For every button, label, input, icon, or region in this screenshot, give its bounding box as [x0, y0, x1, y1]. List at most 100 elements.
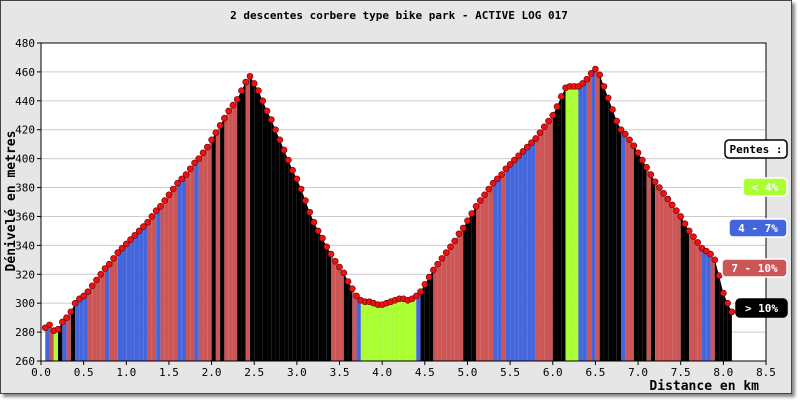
x-axis-label: Distance en km	[649, 379, 759, 393]
slope-segment	[621, 129, 626, 361]
slope-segment	[186, 168, 191, 361]
y-tick-label: 460	[15, 66, 35, 79]
slope-segment	[245, 76, 250, 361]
y-tick-label: 440	[15, 95, 35, 108]
x-tick-label: 7.0	[628, 366, 648, 379]
slope-segment	[518, 151, 523, 361]
slope-segment	[476, 200, 481, 361]
slope-segment	[288, 160, 293, 361]
slope-segment	[420, 284, 425, 361]
slope-segment	[403, 298, 408, 361]
slope-segment	[595, 69, 600, 361]
slope-segment	[207, 139, 212, 361]
legend-swatch	[721, 258, 788, 278]
elevation-point	[651, 178, 659, 186]
x-tick-label: 5.0	[458, 366, 478, 379]
elevation-point	[178, 175, 186, 183]
elevation-point	[255, 87, 262, 94]
elevation-point	[434, 260, 441, 268]
elevation-point	[694, 239, 702, 246]
slope-segment	[318, 230, 323, 361]
elevation-point	[557, 93, 565, 100]
elevation-point	[212, 129, 220, 136]
elevation-point	[511, 156, 518, 164]
legend-swatch	[728, 218, 788, 238]
slope-segment	[429, 269, 434, 361]
x-tick-label: 4.5	[415, 366, 435, 379]
y-tick-label: 480	[15, 37, 35, 50]
slope-segment	[471, 206, 476, 361]
elevation-point	[485, 185, 493, 193]
slope-segment	[557, 96, 562, 362]
elevation-point	[174, 179, 181, 187]
elevation-point	[476, 197, 484, 204]
slope-segment	[638, 152, 643, 361]
x-tick-label: 0.0	[31, 366, 51, 379]
slope-segment	[382, 303, 387, 361]
slope-segment	[156, 206, 161, 361]
slope-segment	[147, 216, 152, 361]
elevation-point	[306, 208, 313, 216]
elevation-point	[319, 234, 326, 242]
elevation-point	[447, 243, 454, 251]
slope-segment	[373, 303, 378, 361]
elevation-point	[707, 250, 714, 258]
slope-segment	[625, 134, 630, 361]
slope-segment	[360, 300, 366, 361]
x-tick-label: 8.0	[713, 366, 733, 379]
elevation-point	[216, 122, 224, 129]
elevation-point	[600, 83, 608, 90]
slope-segment	[710, 254, 715, 361]
elevation-point	[643, 164, 650, 171]
elevation-point	[280, 146, 288, 154]
elevation-point	[93, 276, 100, 284]
slope-segment	[488, 183, 494, 361]
slope-segment	[412, 295, 417, 361]
slope-segment	[83, 291, 88, 361]
elevation-point	[169, 185, 177, 193]
elevation-chart: 2 descentes corbere type bike park - ACT…	[4, 9, 788, 394]
elevation-point	[617, 126, 625, 134]
slope-segment	[343, 272, 349, 361]
y-tick-label: 340	[15, 239, 35, 252]
slope-segment	[663, 193, 668, 361]
slope-segment	[267, 110, 272, 361]
elevation-point	[182, 171, 190, 178]
x-tick-label: 7.5	[671, 366, 691, 379]
elevation-point	[536, 129, 544, 136]
legend-entry-label: 4 - 7%	[738, 222, 778, 235]
slope-segment	[522, 147, 528, 361]
slope-segment	[139, 226, 144, 361]
elevation-point	[310, 218, 318, 226]
elevation-point	[464, 217, 471, 225]
elevation-point	[272, 126, 279, 134]
slope-segment	[53, 329, 59, 361]
chart-title: 2 descentes corbere type bike park - ACT…	[230, 9, 568, 22]
slope-segment	[561, 87, 566, 362]
slope-segment	[271, 119, 276, 361]
slope-segment	[684, 223, 690, 361]
slope-segment	[122, 243, 127, 361]
elevation-point	[656, 184, 663, 191]
elevation-point	[515, 152, 522, 160]
x-tick-label: 1.0	[116, 366, 136, 379]
elevation-point	[84, 288, 92, 295]
slope-segment	[548, 115, 553, 361]
slope-segment	[143, 222, 148, 361]
elevation-point	[289, 166, 296, 174]
elevation-point	[148, 213, 156, 220]
slope-segment	[365, 301, 370, 361]
elevation-point	[532, 135, 540, 142]
slope-segment	[177, 178, 182, 361]
slope-segment	[642, 160, 647, 361]
slope-segment	[339, 267, 344, 361]
slope-segment	[292, 170, 297, 361]
slope-segment	[348, 281, 353, 361]
elevation-point	[110, 255, 117, 262]
slope-segment	[531, 138, 536, 361]
elevation-point	[353, 292, 360, 300]
elevation-point	[80, 292, 87, 300]
elevation-point	[690, 233, 697, 240]
elevation-point	[728, 308, 736, 316]
elevation-point	[105, 260, 113, 268]
